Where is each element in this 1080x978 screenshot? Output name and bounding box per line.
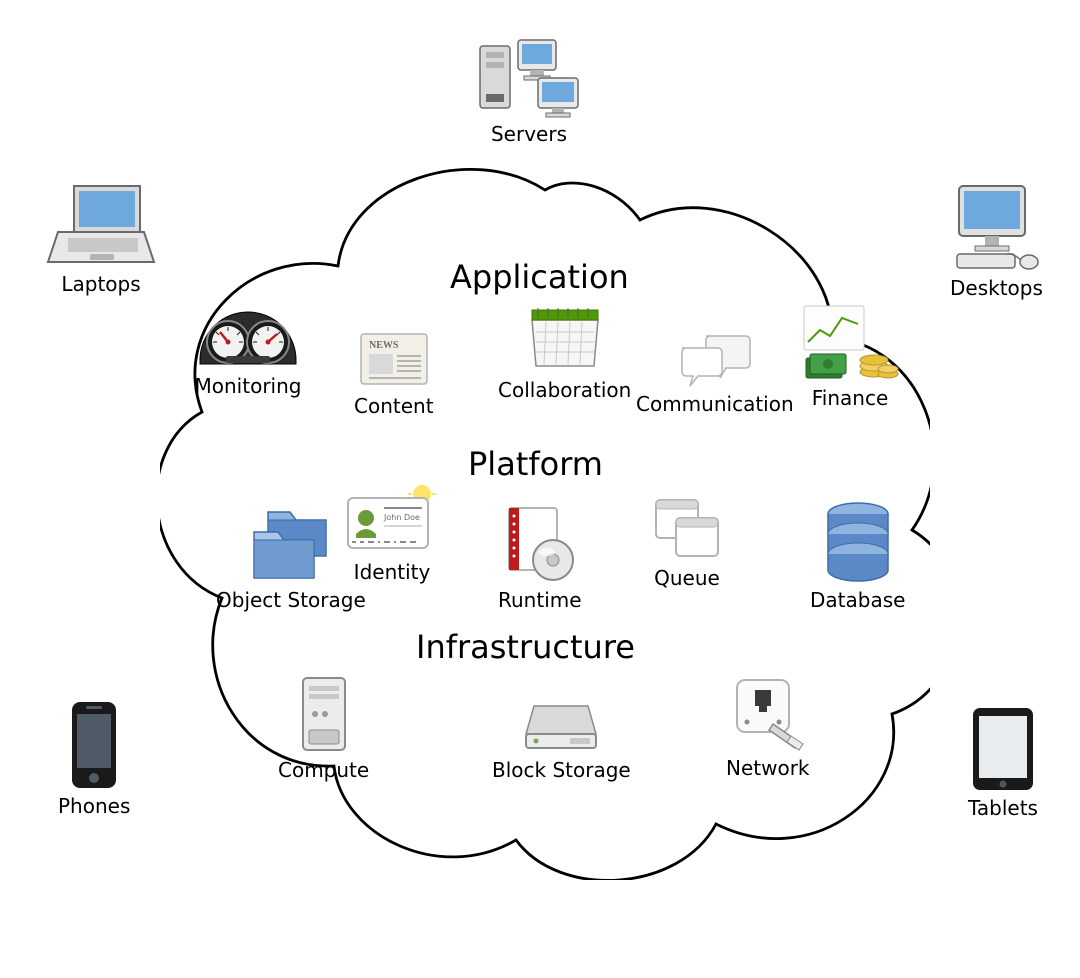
label-collaboration: Collaboration bbox=[498, 378, 631, 402]
phone-icon bbox=[64, 700, 124, 790]
label-identity: Identity bbox=[354, 560, 431, 584]
section-title-application: Application bbox=[450, 258, 629, 296]
node-collaboration: Collaboration bbox=[498, 302, 631, 402]
speech-bubbles-icon bbox=[676, 330, 754, 388]
node-desktops: Desktops bbox=[950, 182, 1043, 300]
label-phones: Phones bbox=[58, 794, 130, 818]
servers-icon bbox=[474, 38, 584, 118]
node-database: Database bbox=[810, 500, 905, 612]
svg-text:NEWS: NEWS bbox=[369, 340, 399, 351]
label-network: Network bbox=[726, 756, 810, 780]
queue-icon bbox=[648, 494, 726, 562]
diagram-canvas: { "type": "infographic", "diagram_size":… bbox=[0, 0, 1080, 978]
tablet-icon bbox=[969, 706, 1037, 792]
label-object-storage: Object Storage bbox=[216, 588, 366, 612]
database-icon bbox=[818, 500, 898, 584]
newspaper-icon: NEWS bbox=[355, 328, 433, 390]
label-block-storage: Block Storage bbox=[492, 758, 631, 782]
server-tower-icon bbox=[295, 674, 353, 754]
label-queue: Queue bbox=[654, 566, 720, 590]
finance-icon bbox=[800, 302, 900, 382]
label-database: Database bbox=[810, 588, 905, 612]
desktop-icon bbox=[951, 182, 1041, 272]
svg-text:John Doe: John Doe bbox=[383, 513, 420, 522]
node-phones: Phones bbox=[58, 700, 130, 818]
node-compute: Compute bbox=[278, 674, 369, 782]
label-tablets: Tablets bbox=[968, 796, 1038, 820]
label-monitoring: Monitoring bbox=[195, 374, 302, 398]
network-port-icon bbox=[727, 674, 809, 752]
id-card-icon: John Doe bbox=[344, 484, 440, 556]
label-content: Content bbox=[354, 394, 434, 418]
laptop-icon bbox=[46, 178, 156, 268]
label-servers: Servers bbox=[491, 122, 567, 146]
node-network: Network bbox=[726, 674, 810, 780]
node-finance: Finance bbox=[800, 302, 900, 410]
calendar-icon bbox=[524, 302, 606, 374]
node-communication: Communication bbox=[636, 330, 794, 416]
hdd-icon bbox=[518, 696, 604, 754]
node-block-storage: Block Storage bbox=[492, 696, 631, 782]
node-servers: Servers bbox=[474, 38, 584, 146]
label-finance: Finance bbox=[812, 386, 889, 410]
node-monitoring: Monitoring bbox=[194, 302, 302, 398]
section-title-platform: Platform bbox=[468, 445, 603, 483]
node-queue: Queue bbox=[648, 494, 726, 590]
label-communication: Communication bbox=[636, 392, 794, 416]
label-desktops: Desktops bbox=[950, 276, 1043, 300]
label-runtime: Runtime bbox=[498, 588, 582, 612]
node-content: NEWS Content bbox=[354, 328, 434, 418]
label-compute: Compute bbox=[278, 758, 369, 782]
node-laptops: Laptops bbox=[46, 178, 156, 296]
node-tablets: Tablets bbox=[968, 706, 1038, 820]
gauge-icon bbox=[194, 302, 302, 370]
node-identity: John Doe Identity bbox=[344, 484, 440, 584]
runtime-icon bbox=[499, 502, 581, 584]
label-laptops: Laptops bbox=[61, 272, 140, 296]
node-runtime: Runtime bbox=[498, 502, 582, 612]
folders-icon bbox=[248, 506, 334, 584]
section-title-infrastructure: Infrastructure bbox=[416, 628, 635, 666]
